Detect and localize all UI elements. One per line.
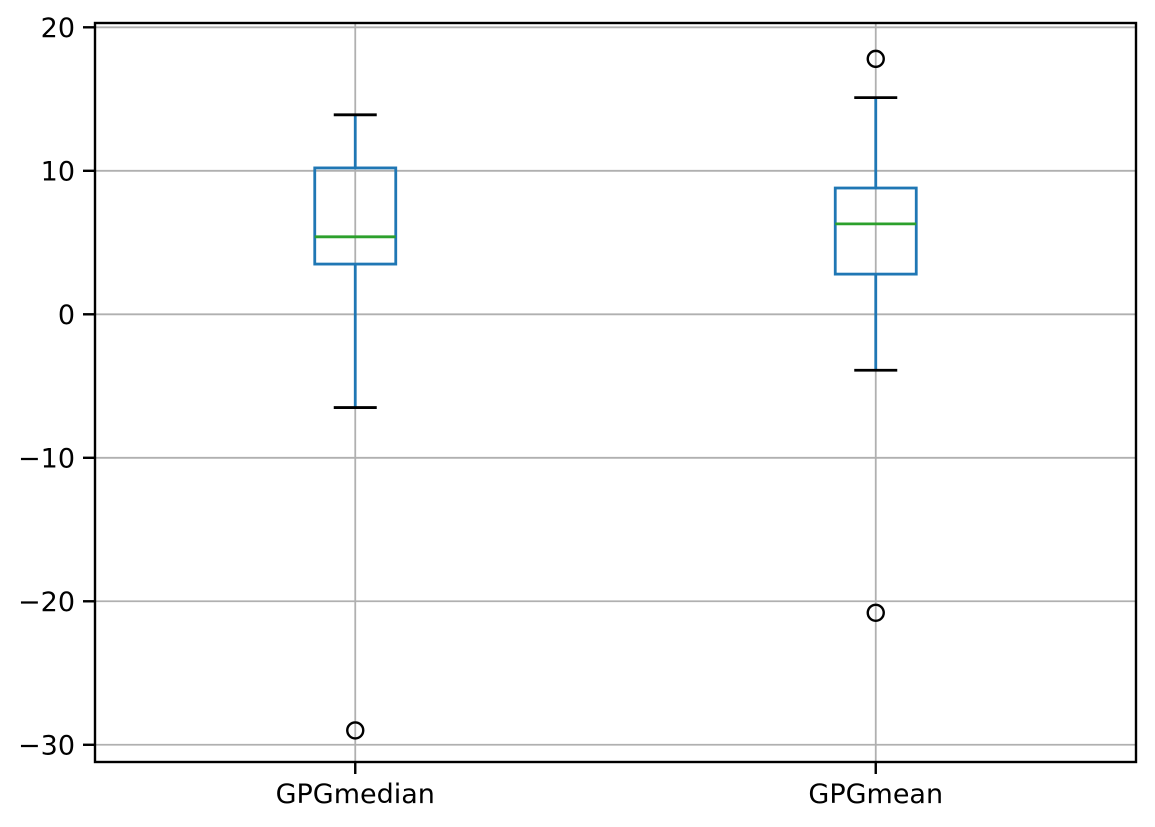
axes-frame xyxy=(93,21,1138,764)
y-tick-label: −20 xyxy=(18,587,75,618)
box-rect-GPGmedian xyxy=(313,166,398,266)
outlier-marker xyxy=(346,721,365,740)
outlier-marker xyxy=(866,603,885,622)
x-tick-label: GPGmean xyxy=(808,779,943,810)
y-tick-label: −10 xyxy=(18,444,75,475)
outlier-marker xyxy=(866,49,885,69)
box-rect-GPGmean xyxy=(833,186,918,276)
x-tick-label: GPGmedian xyxy=(276,779,435,810)
y-tick-label: 20 xyxy=(41,13,75,44)
y-tick-label: 10 xyxy=(41,157,75,188)
y-tick-label: 0 xyxy=(58,300,75,331)
y-tick-label: −30 xyxy=(18,731,75,762)
